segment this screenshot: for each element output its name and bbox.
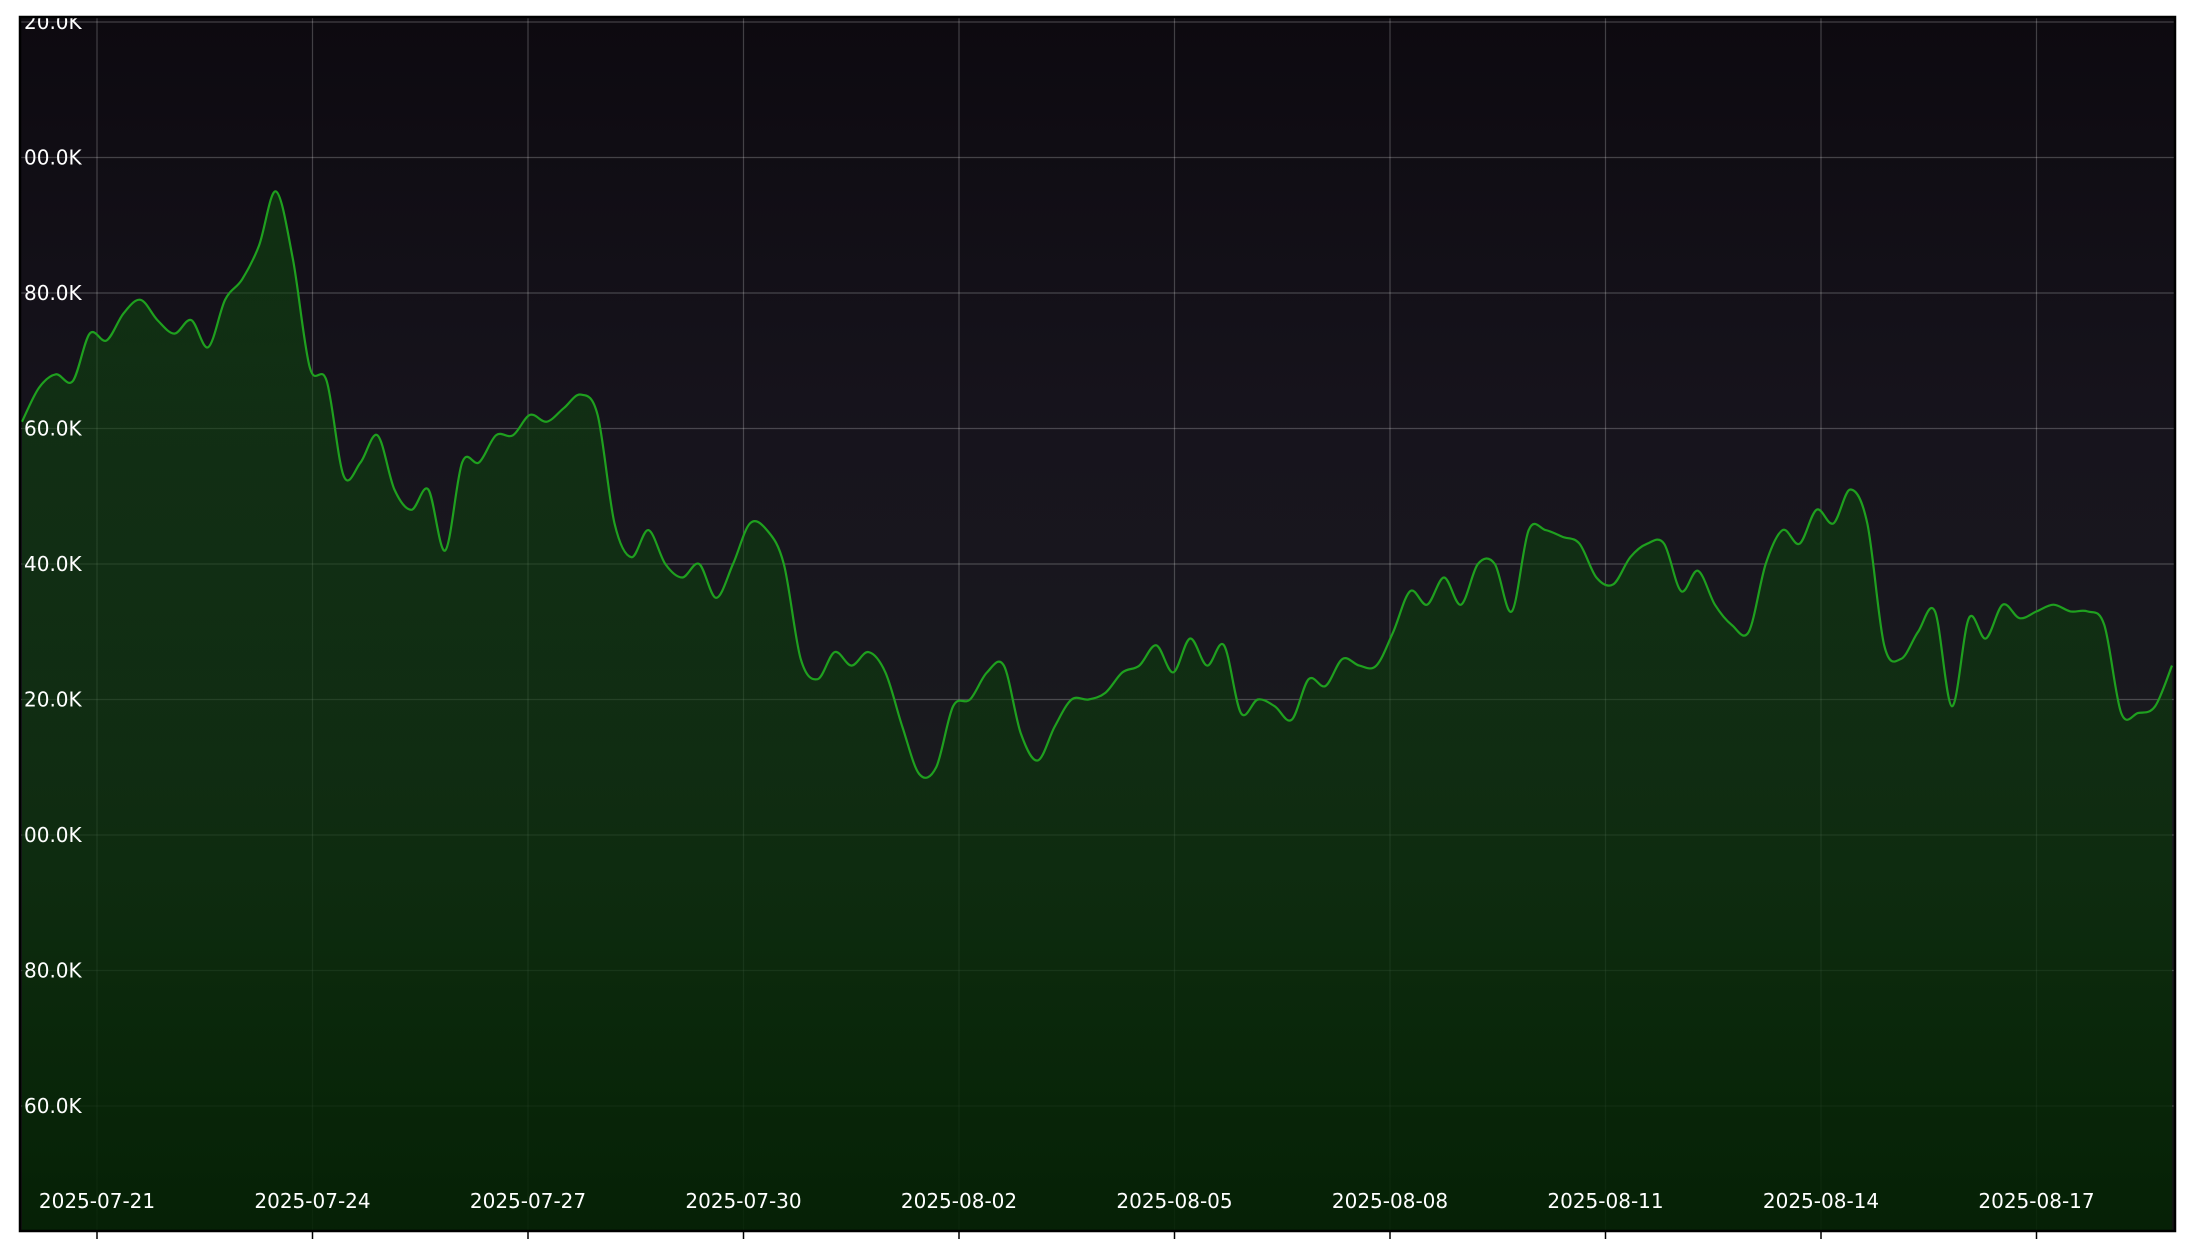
y-tick-label: 80.0K xyxy=(24,959,83,983)
plot-frame xyxy=(18,15,2177,1233)
x-tick-label: 2025-08-08 xyxy=(1332,1189,1448,1213)
x-tick-label: 2025-08-11 xyxy=(1547,1189,1663,1213)
y-tick-label: 60.0K xyxy=(24,1094,83,1118)
x-tick-label: 2025-07-30 xyxy=(685,1189,801,1213)
y-tick-label: 00.0K xyxy=(24,146,83,170)
y-tick-label: 60.0K xyxy=(24,417,83,441)
x-axis-ticks: 2025-07-21 2025-07-24 2025-07-27 2025-07-30… xyxy=(39,1189,2095,1239)
x-tick-label: 2025-08-17 xyxy=(1978,1189,2094,1213)
y-axis-ticks: 20.0K 00.0K 80.0K 60.0K 40.0K 20.0K 00.0K 80.0K… xyxy=(24,10,83,1118)
x-tick-label: 2025-07-21 xyxy=(39,1189,155,1213)
x-tick-label: 2025-07-24 xyxy=(254,1189,370,1213)
y-tick-label: 00.0K xyxy=(24,823,83,847)
y-tick-label: 80.0K xyxy=(24,281,83,305)
x-tick-label: 2025-08-05 xyxy=(1116,1189,1232,1213)
y-tick-label: 20.0K xyxy=(24,688,83,712)
x-tick-label: 2025-08-14 xyxy=(1763,1189,1879,1213)
y-tick-label: 20.0K xyxy=(24,10,83,34)
series-line xyxy=(21,190,2174,779)
y-tick-label: 40.0K xyxy=(24,552,83,576)
x-tick-label: 2025-07-27 xyxy=(470,1189,586,1213)
series-area-fill xyxy=(22,191,2172,1231)
x-tick-label: 2025-08-02 xyxy=(901,1189,1017,1213)
